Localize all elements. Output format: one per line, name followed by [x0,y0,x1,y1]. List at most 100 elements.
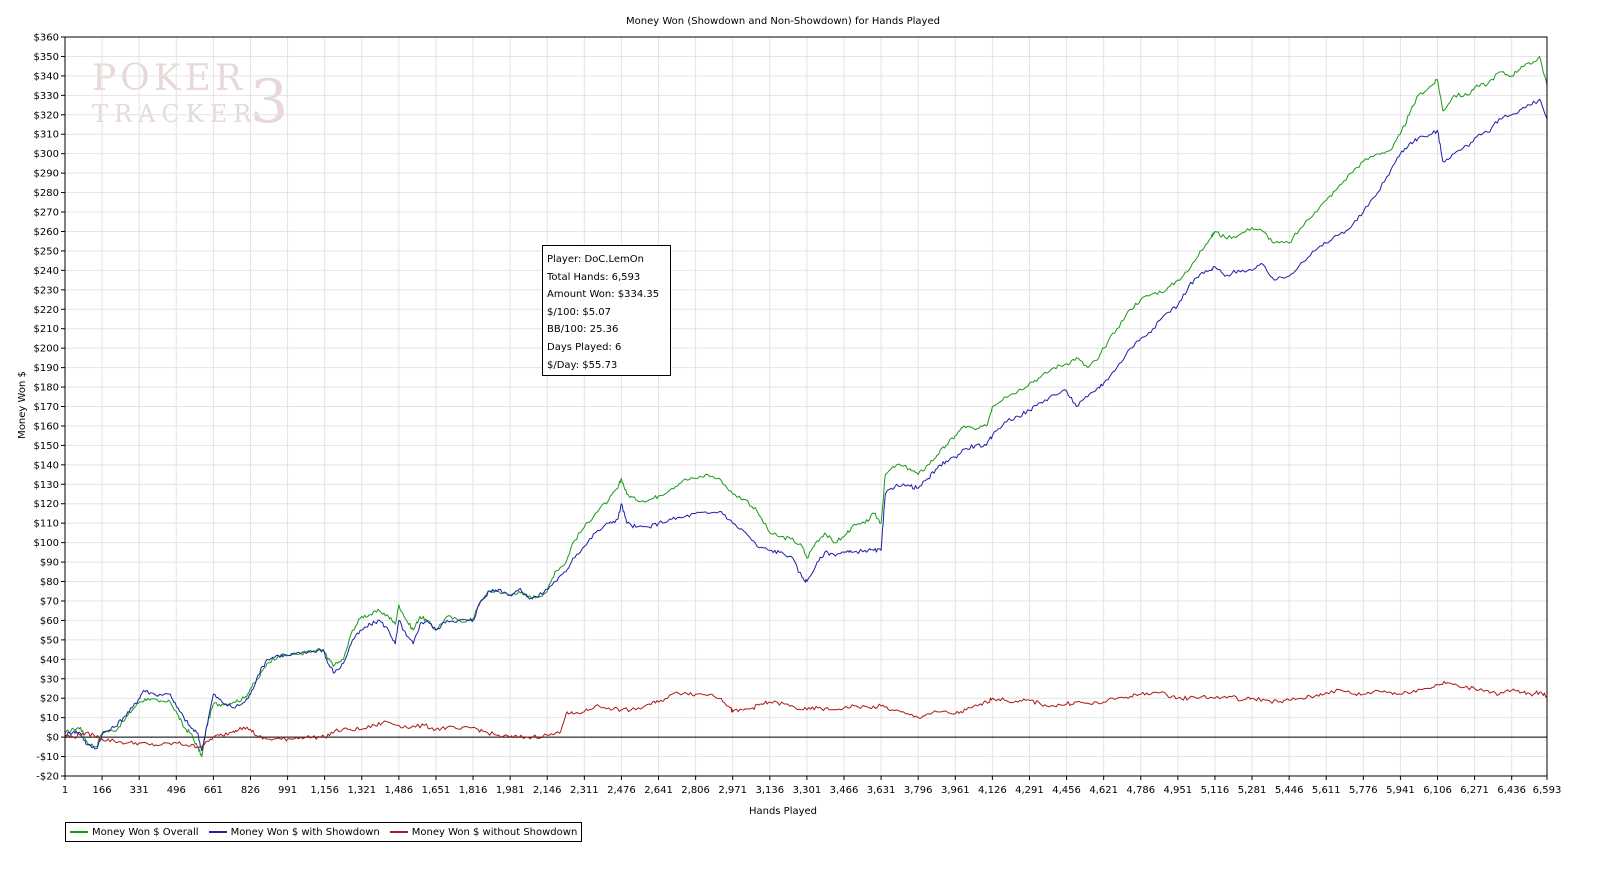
stat-player: Player: DoC.LemOn [547,254,644,265]
stat-bb-per-100: BB/100: 25.36 [547,324,619,336]
y-tick-label: $190 [34,363,59,374]
series-line-1 [64,98,1548,752]
x-tick-label: 661 [204,785,223,796]
x-tick-label: 5,116 [1201,785,1230,796]
x-tick-label: 5,446 [1275,785,1304,796]
y-axis-title: Money Won $ [17,371,28,439]
legend-swatch [208,831,227,833]
x-tick-label: 3,466 [830,785,859,796]
x-tick-label: 2,146 [533,785,562,796]
x-tick-label: 2,641 [644,785,673,796]
x-tick-label: 1 [62,785,68,796]
x-tick-label: 496 [167,785,186,796]
x-tick-label: 4,456 [1052,785,1081,796]
x-tick-label: 3,301 [793,785,822,796]
y-tick-label: $180 [34,383,59,394]
y-tick-label: $350 [34,52,59,63]
x-tick-label: 166 [93,785,112,796]
chart-legend: Money Won $ Overall Money Won $ with Show… [65,822,583,842]
x-tick-label: 3,631 [867,785,896,796]
x-tick-label: 4,621 [1089,785,1118,796]
y-tick-label: -$10 [36,752,59,763]
y-tick-label: $70 [40,596,59,607]
stat-dollars-per-day: $/Day: $55.73 [547,359,618,371]
y-tick-label: $320 [34,110,59,121]
grid-lines [64,36,1548,777]
x-tick-label: 4,786 [1126,785,1155,796]
y-tick-label: $170 [34,402,59,413]
stat-amount-won: Amount Won: $334.35 [547,289,660,301]
x-axis-title: Hands Played [749,806,817,817]
x-tick-label: 6,271 [1460,785,1489,796]
x-tick-label: 2,311 [570,785,599,796]
y-tick-label: $280 [34,188,59,199]
x-tick-label: 2,476 [607,785,636,796]
y-tick-label: $40 [40,655,59,666]
x-tick-label: 3,961 [941,785,970,796]
chart-title: Money Won (Showdown and Non-Showdown) fo… [626,16,940,27]
y-axis-ticks: -$20 -$10 $0 $10 $20 $30 $40 $50 $60 $70 $80 $90 $10… [34,33,65,783]
stat-total-hands: Total Hands: 6,593 [547,271,641,283]
y-tick-label: $120 [34,499,59,510]
y-tick-label: $10 [40,713,59,724]
y-tick-label: $130 [34,480,59,491]
x-tick-label: 1,321 [347,785,376,796]
series-line-2 [64,680,1548,749]
y-tick-label: $270 [34,208,59,219]
x-tick-label: 3,796 [904,785,933,796]
y-tick-label: $110 [34,519,59,530]
y-tick-label: $80 [40,577,59,588]
x-tick-label: 6,593 [1533,785,1562,796]
y-tick-label: $100 [34,538,59,549]
legend-label: Money Won $ with Showdown [230,826,380,838]
y-tick-label: $220 [34,305,59,316]
x-axis-ticks: 1 166 331 496 661 826 991 1,156 1,321 1,486 1,651 1… [62,776,1562,796]
x-tick-label: 826 [241,785,260,796]
x-tick-label: 5,281 [1238,785,1267,796]
legend-swatch [389,831,408,833]
legend-item: Money Won $ without Showdown [389,827,577,838]
stat-dollars-per-100: $/100: $5.07 [547,306,611,318]
y-tick-label: $300 [34,149,59,160]
x-tick-label: 1,651 [422,785,451,796]
x-tick-label: 6,106 [1423,785,1452,796]
x-tick-label: 1,981 [496,785,525,796]
y-tick-label: $140 [34,460,59,471]
x-tick-label: 331 [130,785,149,796]
y-tick-label: $340 [34,71,59,82]
y-tick-label: $30 [40,674,59,685]
y-tick-label: -$20 [36,772,59,783]
y-tick-label: $310 [34,130,59,141]
legend-label: Money Won $ Overall [92,826,199,838]
y-tick-label: $240 [34,266,59,277]
watermark-line2: TRACKER [92,100,257,128]
legend-swatch [70,831,88,833]
x-tick-label: 1,816 [459,785,488,796]
y-tick-label: $60 [40,616,59,627]
x-tick-label: 4,291 [1015,785,1044,796]
poker-tracker-watermark: POKER TRACKER 3 [92,58,288,137]
x-tick-label: 5,611 [1312,785,1341,796]
y-tick-label: $50 [40,635,59,646]
stat-days-played: Days Played: 6 [547,341,622,353]
series-lines [64,55,1548,758]
y-tick-label: $250 [34,246,59,257]
plot-border [64,36,1548,777]
x-tick-label: 1,486 [385,785,414,796]
y-tick-label: $150 [34,441,59,452]
y-tick-label: $200 [34,344,59,355]
x-tick-label: 4,951 [1164,785,1193,796]
x-tick-label: 4,126 [978,785,1007,796]
x-tick-label: 5,776 [1349,785,1378,796]
watermark-numeral: 3 [250,67,288,137]
y-tick-label: $210 [34,324,59,335]
y-tick-label: $160 [34,421,59,432]
watermark-line1: POKER [92,58,246,99]
x-tick-label: 3,136 [755,785,784,796]
y-tick-label: $360 [34,33,59,44]
x-tick-label: 2,971 [718,785,747,796]
series-line-0 [64,55,1548,758]
x-tick-label: 1,156 [310,785,339,796]
x-tick-label: 6,436 [1497,785,1526,796]
